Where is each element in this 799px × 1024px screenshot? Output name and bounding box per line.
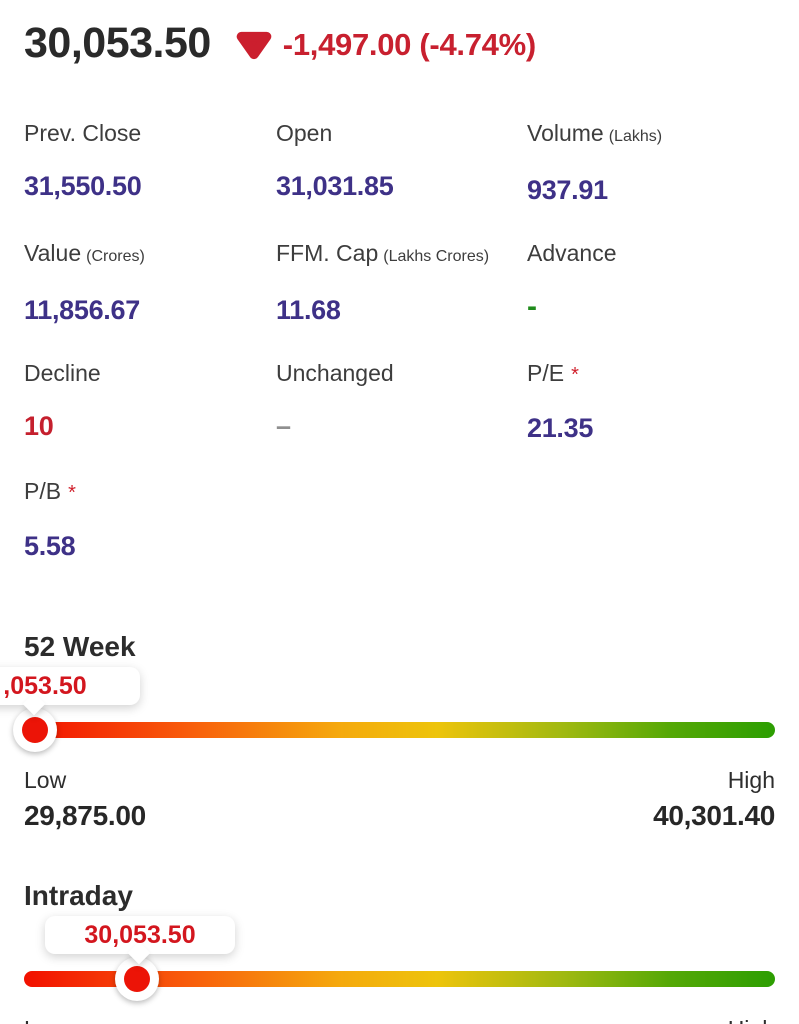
stats-grid: Prev. Close 31,550.50 Open 31,031.85 Vol… [0,118,799,594]
stat-prev-close: Prev. Close 31,550.50 [24,118,276,206]
stat-label: P/B * [24,478,76,504]
slider-marker[interactable] [114,957,159,1001]
stat-label: Decline [24,360,101,386]
stat-label: Value (Crores) [24,240,145,266]
marker-dot-icon [22,717,49,743]
low-label: Low [24,767,67,793]
stat-value: 31,031.85 [276,171,394,201]
price-tooltip: ,053.50 [0,667,140,716]
slider-marker[interactable] [13,708,58,752]
stat-pb: P/B * 5.58 [24,476,276,562]
range-labels: Low High [24,765,775,795]
range-labels: Low High [24,1014,775,1024]
stat-value: 11,856.67 [24,295,140,325]
stat-label: Prev. Close [24,120,142,146]
stat-value-crores: Value (Crores) 11,856.67 [24,238,276,326]
section-title-52-week: 52 Week [24,631,136,662]
stat-value: 937.91 [527,175,608,205]
stat-label: FFM. Cap (Lakhs Crores) [276,240,490,266]
stat-label: Advance [527,240,617,266]
range-gradient-track[interactable] [24,722,775,738]
price-change: -1,497.00 (-4.74%) [282,27,536,62]
stat-volume: Volume (Lakhs) 937.91 [527,118,775,206]
low-value: 29,875.00 [24,800,146,831]
marker-dot-icon [123,966,150,992]
stat-value: - [527,290,537,323]
asterisk: * [571,364,579,386]
stat-unit: (Crores) [86,248,145,265]
stat-value: 21.35 [527,413,594,443]
section-title-intraday: Intraday [24,880,133,911]
stat-unit: (Lakhs Crores) [383,248,490,265]
price-tooltip: 30,053.50 [45,916,235,965]
low-label: Low [24,1014,66,1024]
intraday-slider: 30,053.50 [24,916,775,1008]
stat-label: P/E * [527,360,579,386]
stat-advance: Advance - [527,238,775,326]
intraday-section: Intraday 30,053.50 Low High 29,875.00 31… [0,879,799,1024]
asterisk: * [68,482,76,504]
stat-label: Open [276,120,333,146]
price-header: 30,053.50 -1,497.00 (-4.74%) [0,0,799,68]
stat-decline: Decline 10 [24,358,276,444]
stat-open: Open 31,031.85 [276,118,527,206]
high-value: 40,301.40 [653,800,775,831]
range-gradient-track[interactable] [24,971,775,987]
fifty-two-week-slider: ,053.50 [0,667,775,759]
high-label: High [727,767,775,793]
stat-value: 31,550.50 [24,171,142,201]
stat-value: 10 [24,411,54,441]
high-label: High [728,1014,775,1024]
range-values: 29,875.00 40,301.40 [24,799,775,833]
stat-value: 11.68 [276,295,341,325]
stat-value: – [276,411,291,441]
stat-value: 5.58 [24,531,76,561]
stat-label: Volume (Lakhs) [527,120,663,146]
stat-unchanged: Unchanged – [276,358,527,444]
current-price: 30,053.50 [24,19,211,67]
stat-unit: (Lakhs) [608,128,663,145]
fifty-two-week-section: 52 Week ,053.50 Low High 29,875.00 40,30… [0,630,799,833]
stat-pe: P/E * 21.35 [527,358,775,444]
stat-label: Unchanged [276,360,394,386]
triangle-down-icon [236,31,272,60]
stat-ffm-cap: FFM. Cap (Lakhs Crores) 11.68 [276,238,527,326]
